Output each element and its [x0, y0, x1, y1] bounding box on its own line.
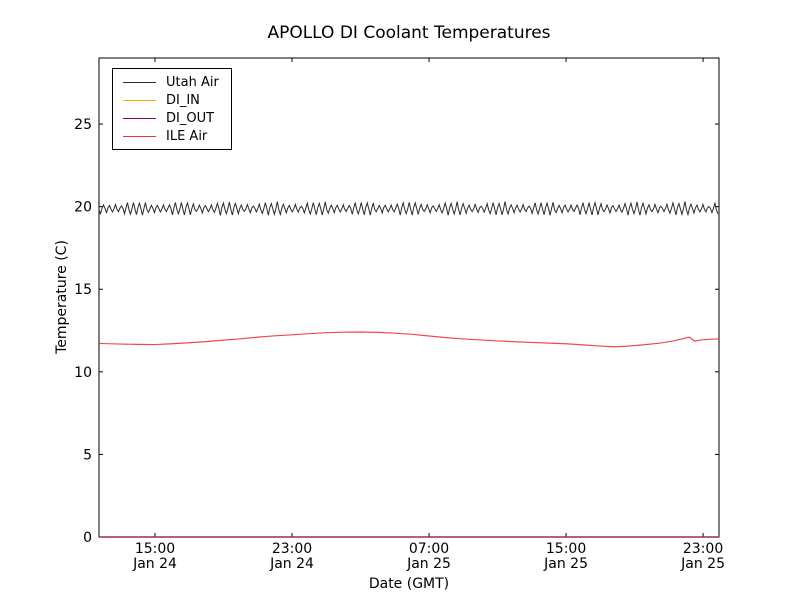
- x-tick-label-time: 15:00: [135, 541, 175, 557]
- legend-label-di-out: DI_OUT: [166, 110, 215, 126]
- y-tick-label: 10: [74, 365, 92, 381]
- x-tick-label-time: 23:00: [272, 541, 312, 557]
- legend-label-di-in: DI_IN: [166, 92, 200, 108]
- x-tick-label-date: Jan 25: [406, 556, 451, 572]
- legend-label-ile-air: ILE Air: [166, 128, 208, 144]
- y-tick-label: 0: [83, 530, 92, 546]
- x-tick-label-time: 23:00: [683, 541, 723, 557]
- legend-item-ile-air: ILE Air: [123, 128, 219, 144]
- x-tick-label-date: Jan 25: [543, 556, 588, 572]
- series-line-ile-air: [98, 331, 720, 348]
- legend-item-di-in: DI_IN: [123, 92, 219, 108]
- y-axis-label: Temperature (C): [54, 240, 70, 354]
- legend-label-utah-air: Utah Air: [166, 74, 219, 90]
- legend: Utah Air DI_IN DI_OUT ILE Air: [112, 68, 232, 150]
- x-tick-label-date: Jan 24: [269, 556, 314, 572]
- y-tick-label: 25: [74, 117, 92, 133]
- chart-title: APOLLO DI Coolant Temperatures: [267, 23, 551, 43]
- x-tick-label-date: Jan 24: [132, 556, 177, 572]
- x-tick-label-date: Jan 25: [680, 556, 725, 572]
- y-tick-label: 5: [83, 447, 92, 463]
- legend-line-di-out: [123, 117, 156, 119]
- legend-item-di-out: DI_OUT: [123, 110, 219, 126]
- y-tick-label: 20: [74, 200, 92, 216]
- x-tick-label-time: 07:00: [409, 541, 449, 557]
- legend-line-utah-air: [123, 81, 156, 83]
- series-line-utah-air: [98, 200, 719, 217]
- legend-item-utah-air: Utah Air: [123, 74, 219, 90]
- x-tick-label-time: 15:00: [546, 541, 586, 557]
- y-tick-label: 15: [74, 282, 92, 298]
- x-axis-label: Date (GMT): [368, 576, 450, 592]
- legend-line-di-in: [123, 99, 156, 101]
- legend-line-ile-air: [123, 135, 156, 137]
